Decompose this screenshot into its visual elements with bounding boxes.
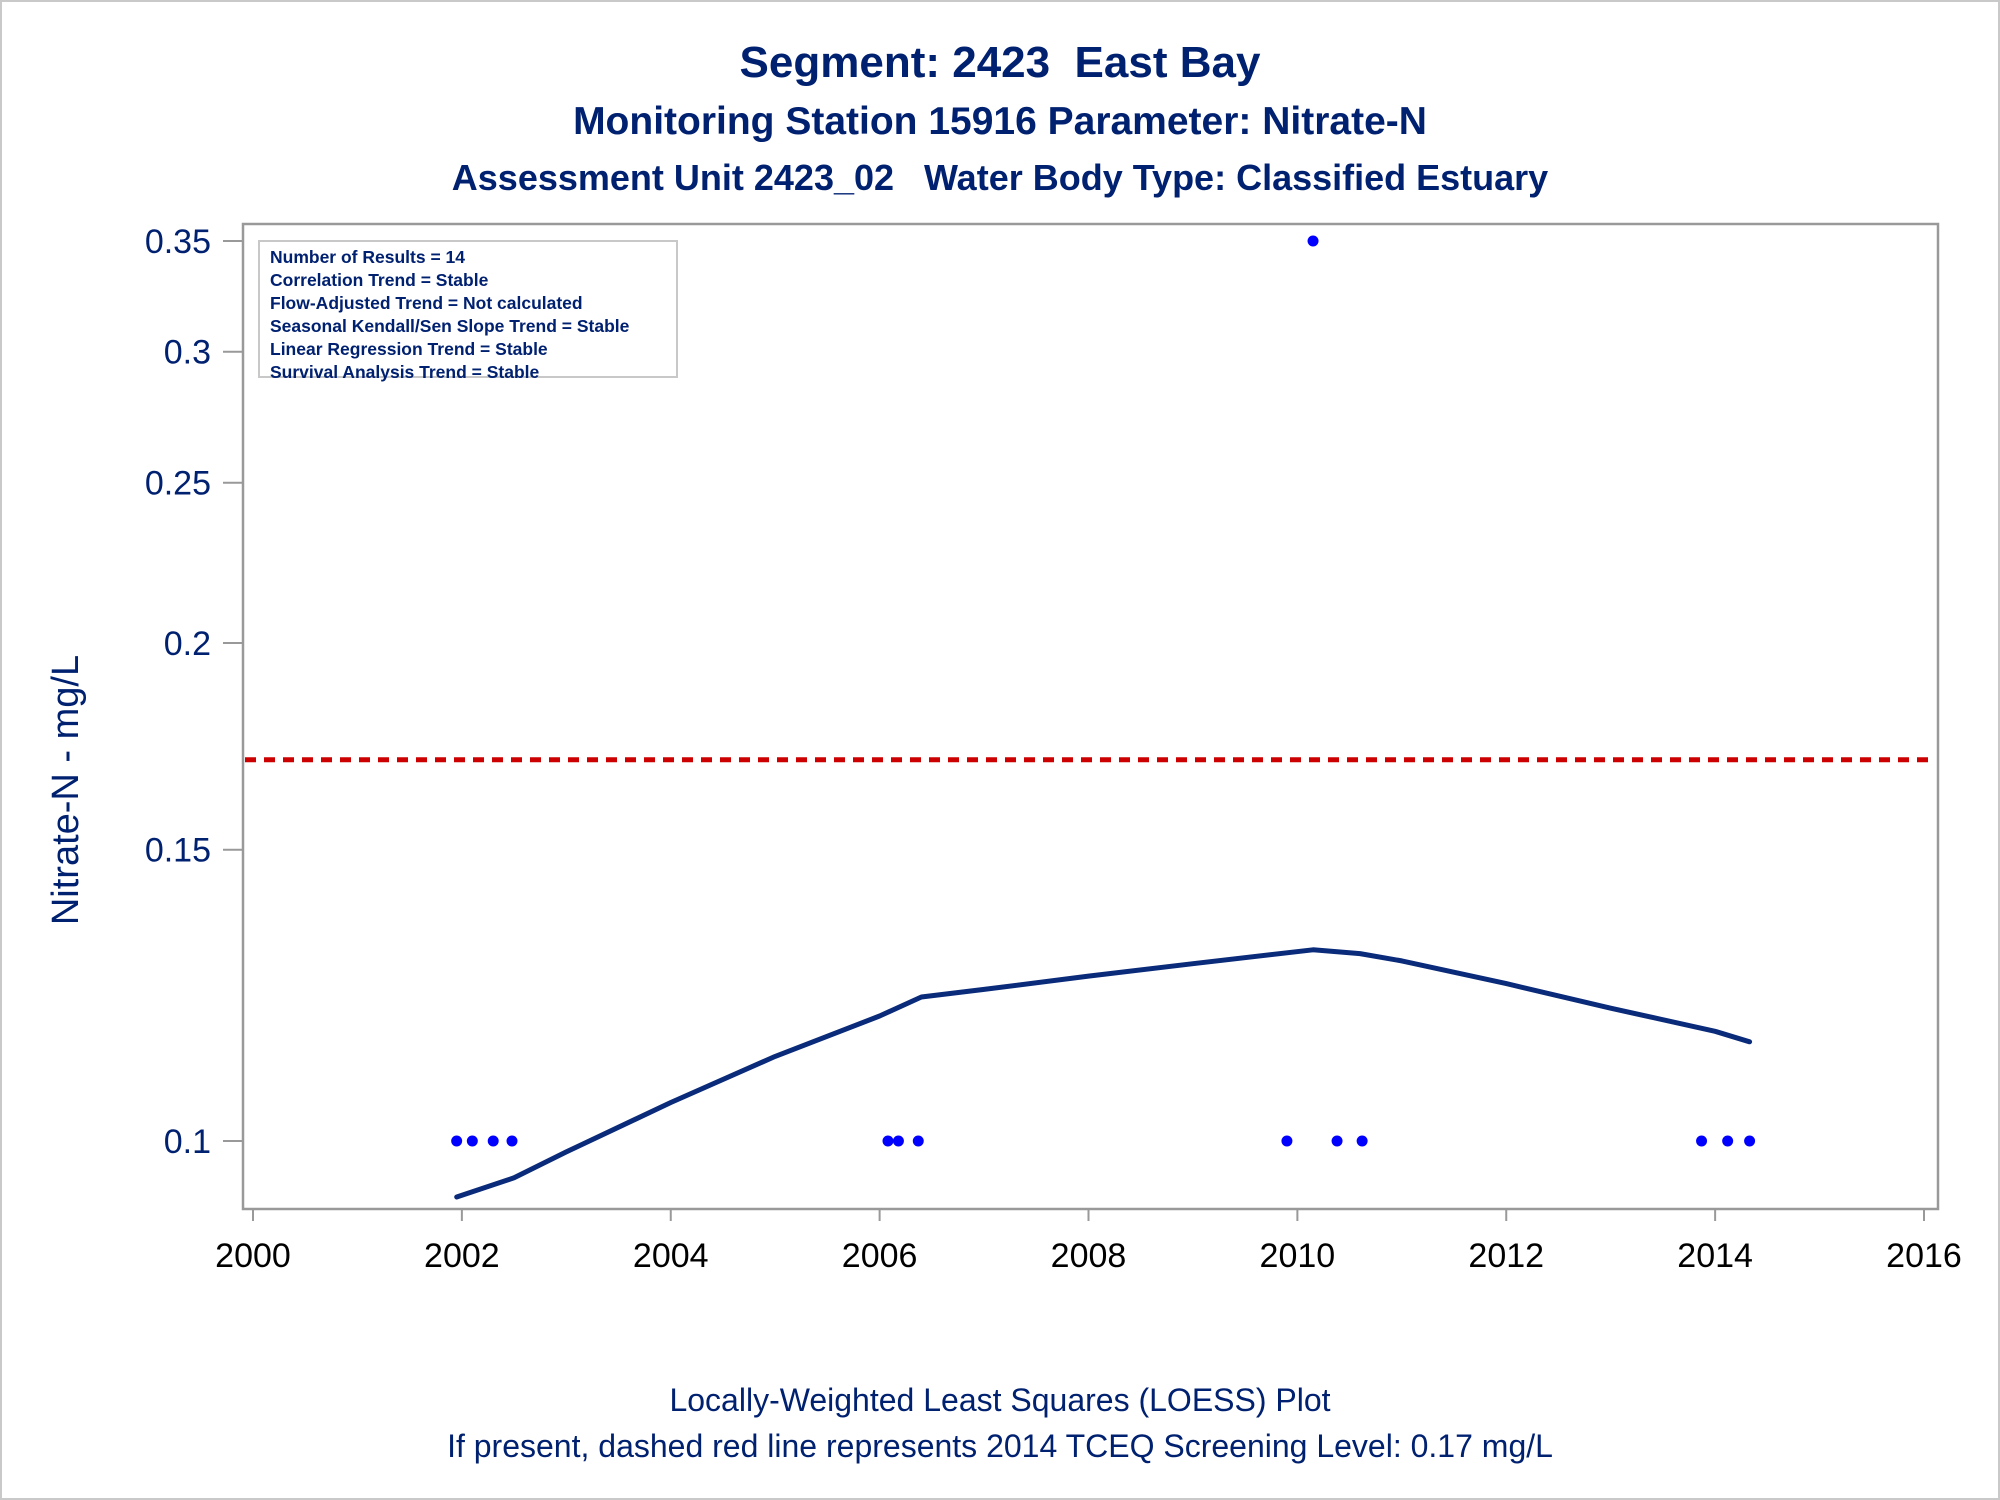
x-tick-label: 2004 [633,1237,709,1275]
x-tick-label: 2002 [424,1237,500,1275]
stat-linear-regression-trend: Linear Regression Trend = Stable [270,339,548,359]
chart-title: Segment: 2423 East Bay [739,38,1261,87]
data-point [487,1135,499,1147]
stat-flow-adjusted-trend: Flow-Adjusted Trend = Not calculated [270,293,583,313]
y-tick-label: 0.1 [164,1123,211,1161]
x-tick-label: 2000 [215,1237,291,1275]
y-tick-label: 0.15 [145,832,211,870]
y-axis-label: Nitrate-N - mg/L [45,655,87,925]
axes: 2000 2002 2004 2006 2008 2010 2012 2014 2016 0.1 0… [145,222,1962,1275]
data-point [1722,1135,1734,1147]
stat-number-of-results: Number of Results = 14 [270,247,465,267]
x-tick-label: 2014 [1677,1237,1753,1275]
stat-survival-analysis-trend: Survival Analysis Trend = Stable [270,362,540,382]
x-tick-label: 2008 [1051,1237,1127,1275]
y-tick-label: 0.3 [164,334,211,372]
points-layer [451,235,1756,1147]
x-tick-label: 2016 [1886,1237,1962,1275]
footnote-loess: Locally-Weighted Least Squares (LOESS) P… [669,1382,1331,1418]
x-tick-label: 2006 [842,1237,918,1275]
data-point [1281,1135,1293,1147]
y-tick-label: 0.2 [164,625,211,663]
x-tick-label: 2012 [1468,1237,1544,1275]
data-point [882,1135,894,1147]
plot-border [241,222,1940,1211]
x-tick-label: 2010 [1260,1237,1336,1275]
data-point [892,1135,904,1147]
footnote-screening-level: If present, dashed red line represents 2… [447,1428,1553,1464]
chart-subtitle-station: Monitoring Station 15916 Parameter: Nitr… [573,100,1427,143]
stat-seasonal-kendall-trend: Seasonal Kendall/Sen Slope Trend = Stabl… [270,316,630,336]
data-point [451,1135,463,1147]
data-point [912,1135,924,1147]
data-point [1331,1135,1343,1147]
data-point [506,1135,518,1147]
y-tick-label: 0.35 [145,223,211,261]
trend-statistics-box: Number of Results = 14 Correlation Trend… [258,240,678,382]
data-point [1307,235,1319,247]
loess-layer [454,947,1753,1200]
stat-correlation-trend: Correlation Trend = Stable [270,270,489,290]
y-tick-label: 0.25 [145,465,211,503]
loess-curve [454,947,1753,1200]
data-point [1696,1135,1708,1147]
data-point [1744,1135,1756,1147]
data-point [466,1135,478,1147]
chart-subtitle-assessment: Assessment Unit 2423_02 Water Body Type:… [451,157,1549,198]
data-point [1356,1135,1368,1147]
